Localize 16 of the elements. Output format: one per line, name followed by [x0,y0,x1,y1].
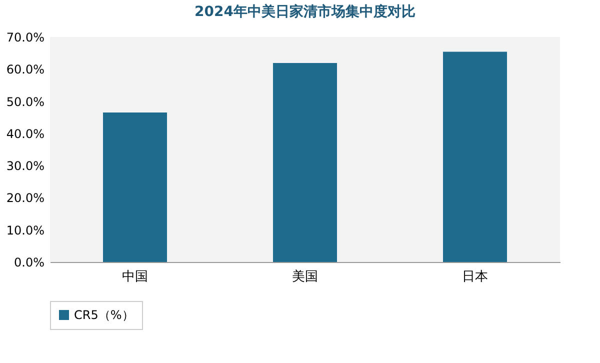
x-tick-label: 美国 [292,268,318,284]
legend-label: CR5（%） [74,308,134,322]
y-tick-label: 10.0% [6,223,44,238]
y-tick-label: 60.0% [6,62,44,77]
y-tick-label: 30.0% [6,159,44,174]
x-tick-label: 日本 [462,270,488,284]
y-tick-label: 20.0% [6,191,44,206]
x-tick-label: 中国 [122,270,148,284]
y-tick-label: 70.0% [6,30,44,44]
y-tick-label: 0.0% [14,256,44,270]
y-tick-label: 50.0% [6,94,44,109]
bar [273,63,337,262]
chart-title: 2024年中美日家清市场集中度对比 [194,3,416,20]
y-tick-label: 40.0% [6,126,44,141]
bar [443,52,507,262]
bar [103,112,167,262]
